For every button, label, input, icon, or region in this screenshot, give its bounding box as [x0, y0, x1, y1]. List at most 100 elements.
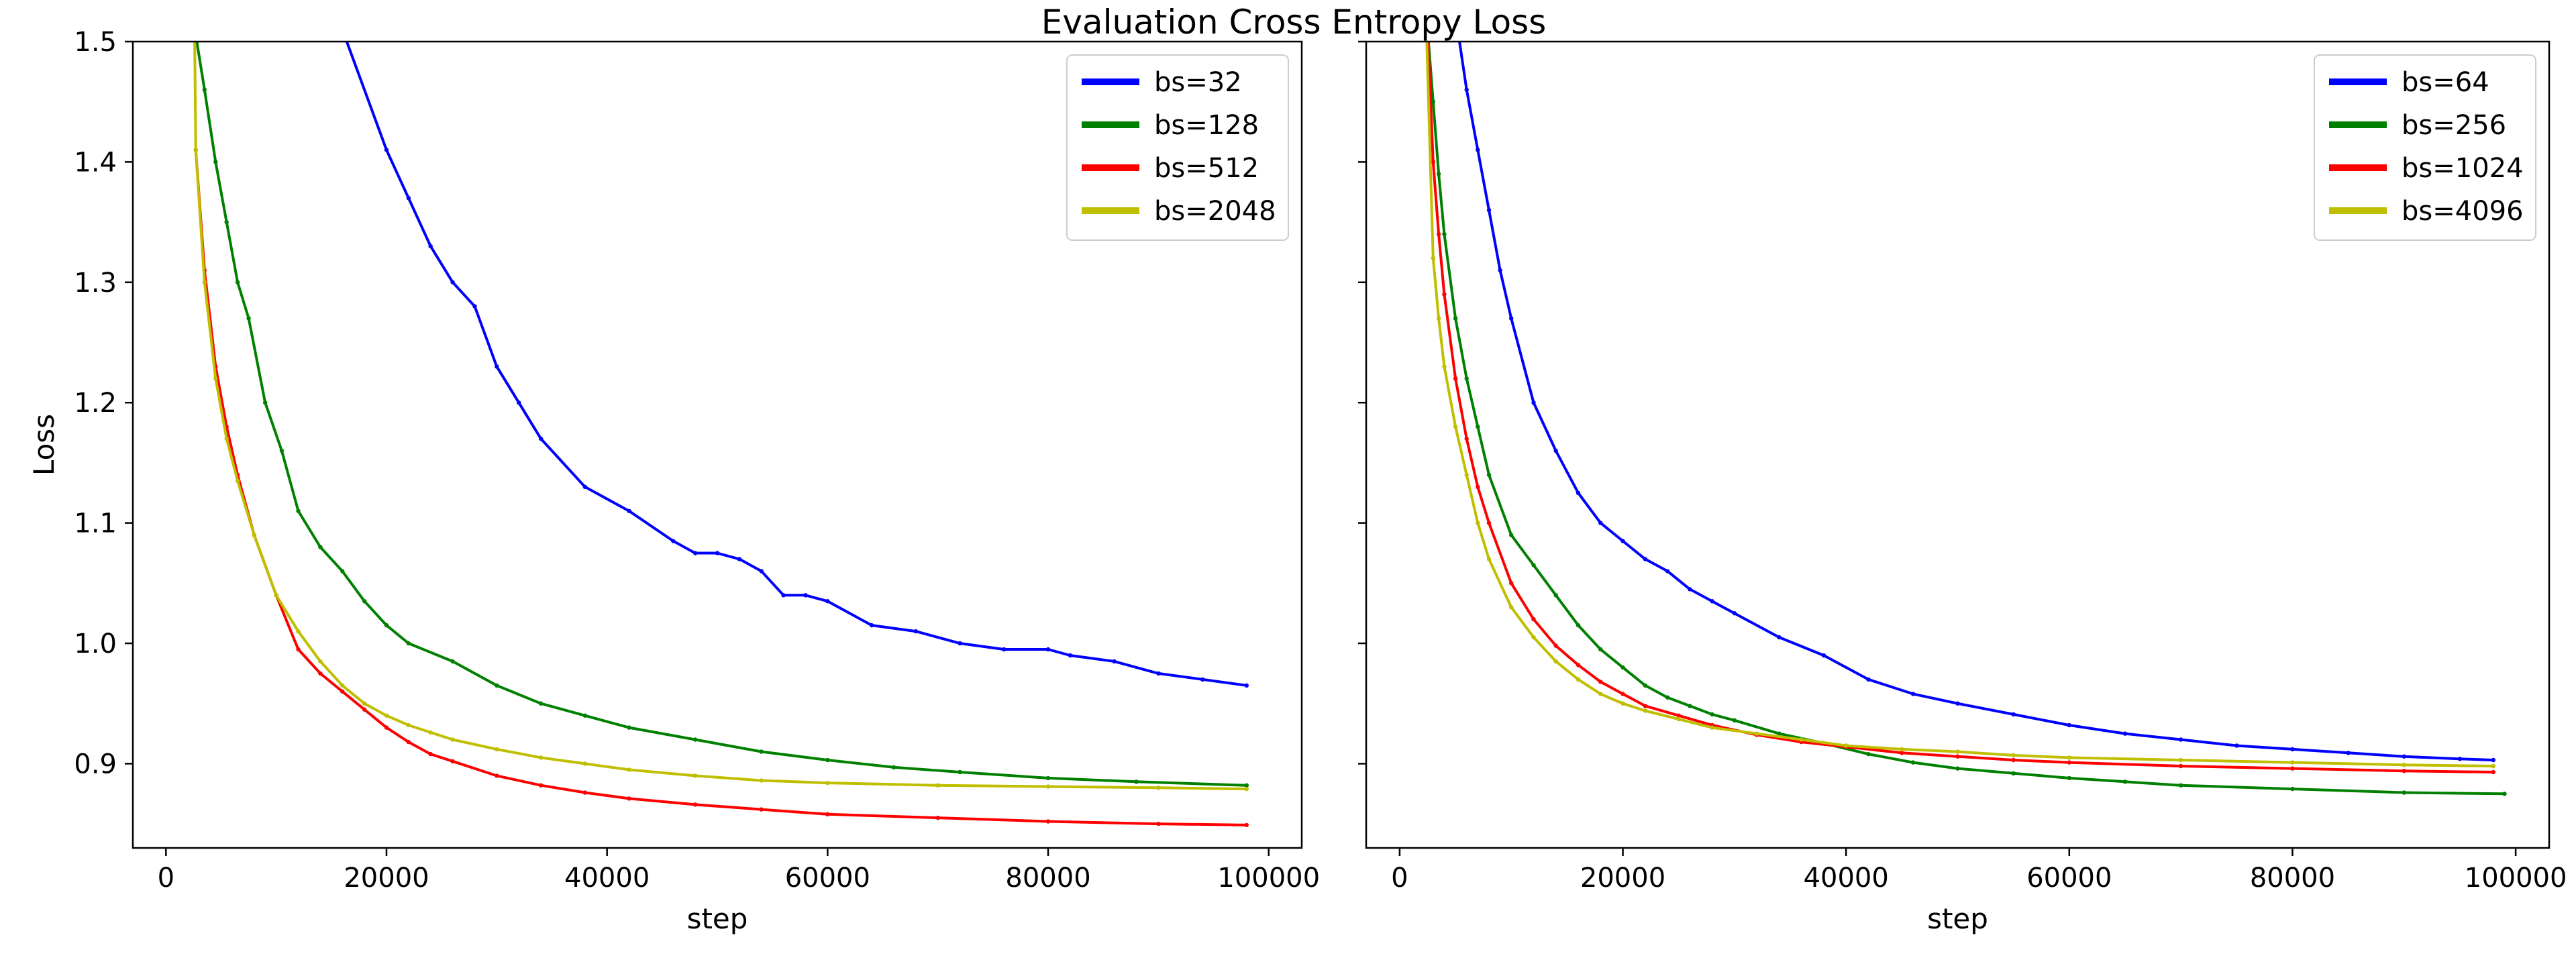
series-3-point [935, 783, 940, 788]
series-line-3 [1425, 42, 2495, 767]
series-3-point [1436, 316, 1441, 321]
series-0-point [1156, 671, 1161, 676]
series-2-point [1900, 751, 1904, 755]
series-2-point [2178, 763, 2183, 769]
series-0-point [1777, 635, 1782, 640]
series-0-point [2457, 757, 2463, 761]
series-0-point [1732, 611, 1737, 616]
series-3-point [2290, 760, 2295, 765]
series-2-point [340, 689, 345, 694]
series-3-point [538, 755, 544, 760]
legend-label-2: bs=1024 [2402, 153, 2524, 184]
series-0-point [1553, 448, 1558, 453]
series-1-point [296, 508, 301, 513]
figure-title: Evaluation Cross Entropy Loss [1041, 3, 1547, 42]
x-tick-label: 0 [1391, 863, 1408, 894]
series-2-point [495, 773, 499, 778]
series-0-point [913, 629, 919, 634]
series-2-point [384, 725, 389, 730]
series-0-point [1509, 316, 1514, 321]
plot-area [1425, 42, 2507, 796]
series-3-point [224, 436, 229, 441]
series-0-point [1598, 521, 1603, 525]
series-1-point [318, 545, 323, 549]
y-tick-label: 1.4 [74, 147, 117, 178]
series-1-point [246, 316, 251, 321]
series-1-point [1531, 563, 1536, 568]
series-1-point [1431, 99, 1435, 104]
series-3-point [825, 780, 830, 786]
series-3-point [1045, 784, 1051, 789]
series-3-point [2178, 757, 2183, 763]
x-tick-label: 40000 [1804, 863, 1889, 894]
series-1-point [627, 725, 631, 730]
subplot-left: 0 20000 40000 60000 80000 100000 0.9 1.0 1.1 1.2 1… [28, 27, 1320, 935]
series-2-point [1620, 692, 1625, 696]
x-tick-label: 20000 [1580, 863, 1665, 894]
series-3-point [1900, 747, 1904, 752]
series-2-point [759, 807, 764, 812]
series-1-point [1688, 704, 1692, 708]
series-0-point [2234, 743, 2239, 748]
series-0-point [2290, 747, 2295, 752]
legend: bs=32 bs=128 bs=512 bs=2048 [1066, 54, 1289, 241]
series-1-point [1476, 424, 1480, 429]
series-1-point [495, 683, 499, 688]
series-1-point [2290, 786, 2295, 792]
series-1-point [450, 659, 455, 664]
series-2-point [2067, 760, 2071, 765]
series-0-point [1200, 677, 1205, 682]
series-3-point [1453, 424, 1458, 429]
series-3-point [1464, 472, 1469, 478]
series-3-point [1844, 743, 1849, 748]
axes-frame [1365, 40, 2551, 849]
series-1-point [759, 749, 764, 754]
series-0-point [1244, 683, 1249, 688]
series-2-point [582, 790, 587, 795]
legend-label-0: bs=64 [2402, 67, 2489, 98]
series-2-point [1676, 713, 1681, 718]
series-1-point [1732, 718, 1737, 723]
series-1-point [958, 769, 962, 775]
series-2-point [1509, 581, 1514, 586]
series-0-point [1002, 647, 1007, 652]
series-1-point [340, 569, 345, 574]
legend-label-1: bs=256 [2402, 110, 2506, 141]
series-1-point [2402, 790, 2406, 795]
series-0-point [1665, 569, 1670, 574]
series-3-point [1244, 786, 1249, 792]
series-1-point [1045, 775, 1051, 781]
series-0-point [1710, 599, 1714, 604]
y-tick-label: 1.5 [74, 27, 117, 58]
series-2-point [1464, 436, 1469, 441]
series-2-point [1486, 521, 1492, 525]
y-tick-label: 0.9 [74, 749, 117, 780]
series-2-point [1453, 376, 1458, 381]
y-axis-label: Loss [28, 414, 60, 476]
series-3-point [2491, 763, 2495, 769]
series-2-point [1431, 160, 1435, 164]
series-3-point [2011, 753, 2016, 758]
series-1-point [235, 280, 240, 284]
series-0-point [1486, 208, 1492, 213]
legend-label-3: bs=2048 [1154, 196, 1276, 227]
series-2-point [935, 815, 940, 820]
x-tick-label: 20000 [344, 863, 429, 894]
series-0-point [1643, 557, 1647, 561]
series-0-point [1955, 701, 1960, 706]
series-0-point [2346, 751, 2351, 755]
series-0-point [495, 364, 499, 369]
series-2-point [1955, 754, 1960, 759]
series-1-point [1910, 760, 1916, 765]
series-1-point [1244, 783, 1249, 788]
series-0-point [1688, 587, 1692, 592]
series-1-point [1598, 647, 1603, 652]
plot-area [193, 42, 1249, 828]
series-3-point [340, 683, 345, 688]
series-3-point [318, 659, 323, 664]
series-0-point [759, 569, 764, 574]
series-0-point [627, 508, 631, 513]
series-1-point [1576, 623, 1581, 628]
series-2-point [1643, 704, 1647, 708]
series-2-point [2290, 766, 2295, 771]
